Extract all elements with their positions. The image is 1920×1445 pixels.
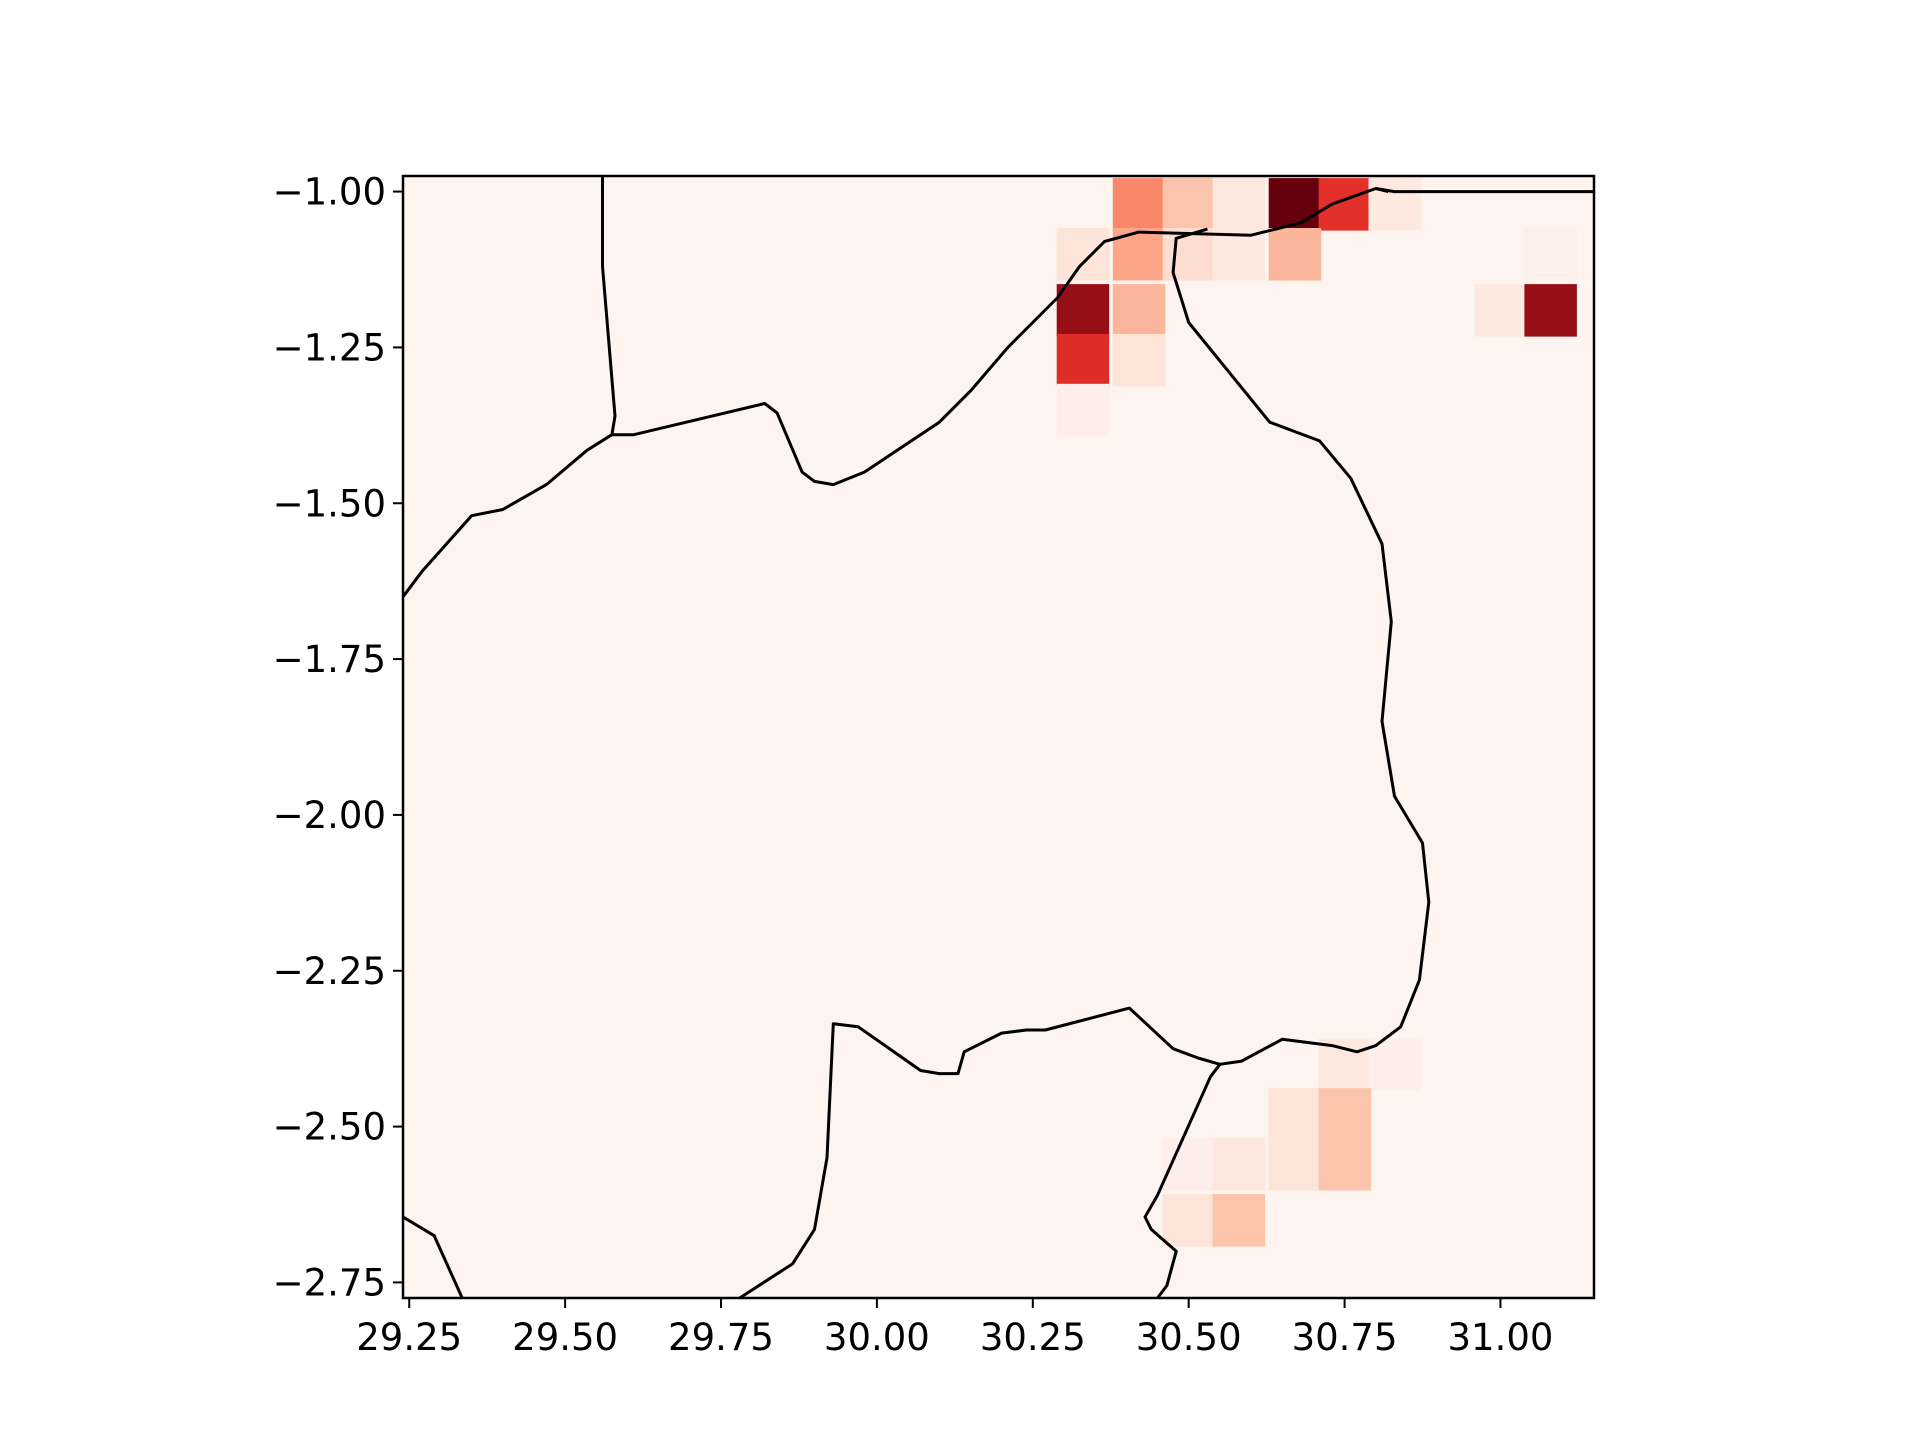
- plot-background: [403, 176, 1594, 1298]
- y-tick-label: −2.75: [273, 1261, 386, 1304]
- heatmap-cell: [1056, 284, 1110, 337]
- x-tick-label: 31.00: [1447, 1316, 1553, 1359]
- heatmap-cells: [1056, 178, 1577, 1247]
- heatmap-cell: [1212, 228, 1266, 281]
- lake-victoria-border: [1375, 187, 1594, 194]
- tanzania-border: [1143, 1063, 1222, 1298]
- heatmap-cell: [1162, 1194, 1216, 1247]
- heatmap-cell: [1318, 1088, 1372, 1141]
- x-tick-label: 30.50: [1136, 1316, 1242, 1359]
- heatmap-cell: [1368, 1038, 1421, 1091]
- y-tick-label: −1.50: [273, 482, 386, 525]
- x-tick-label: 30.75: [1292, 1316, 1398, 1359]
- uganda-border: [601, 176, 617, 435]
- x-tick-label: 29.25: [356, 1316, 462, 1359]
- y-tick-label: −1.75: [273, 638, 386, 681]
- y-tick-label: −1.00: [273, 171, 386, 214]
- rwanda-border-east-south: [738, 227, 1431, 1298]
- heatmap-cell: [1318, 1138, 1372, 1191]
- heatmap-cell: [1112, 178, 1166, 231]
- country-borders: [403, 176, 1594, 1298]
- heatmap-cell: [1318, 1038, 1372, 1091]
- heatmap-cell: [1268, 178, 1322, 231]
- burundi-border: [403, 1215, 464, 1298]
- x-axis: 29.25 29.50 29.75 30.00 30.25 30.50 30.75 31.00: [356, 1298, 1553, 1359]
- y-tick-label: −1.25: [273, 326, 386, 369]
- heatmap-cell: [1212, 1138, 1266, 1191]
- y-tick-label: −2.00: [273, 794, 386, 837]
- heatmap-cell: [1162, 178, 1216, 231]
- heatmap-cell: [1056, 228, 1110, 281]
- x-tick-label: 29.75: [668, 1316, 774, 1359]
- heatmap-cell: [1268, 1088, 1322, 1141]
- x-tick-label: 30.25: [980, 1316, 1086, 1359]
- heatmap-cell: [1056, 383, 1110, 437]
- heatmap-cell: [1212, 1194, 1266, 1247]
- heatmap-cell: [1368, 178, 1421, 231]
- heatmap-cell: [1524, 284, 1577, 337]
- heatmap-cell: [1056, 333, 1110, 387]
- heatmap-cell: [1318, 178, 1372, 231]
- heatmap-cell: [1212, 178, 1266, 231]
- rwanda-border: [403, 187, 1389, 598]
- y-tick-label: −2.50: [273, 1106, 386, 1149]
- x-tick-label: 29.50: [512, 1316, 618, 1359]
- heatmap-cell: [1162, 228, 1216, 281]
- y-tick-label: −2.25: [273, 950, 386, 993]
- heatmap-cell: [1524, 228, 1577, 281]
- heatmap-cell: [1112, 333, 1166, 387]
- x-tick-label: 30.00: [824, 1316, 930, 1359]
- y-axis: −1.00 −1.25 −1.50 −1.75 −2.00 −2.25 −2.50 −2.75: [273, 171, 403, 1304]
- heatmap-cell: [1474, 284, 1527, 337]
- heatmap-cell: [1268, 228, 1322, 281]
- heatmap-cell: [1112, 284, 1166, 337]
- heatmap-cell: [1268, 1138, 1322, 1191]
- plot-frame: [401, 174, 1596, 1300]
